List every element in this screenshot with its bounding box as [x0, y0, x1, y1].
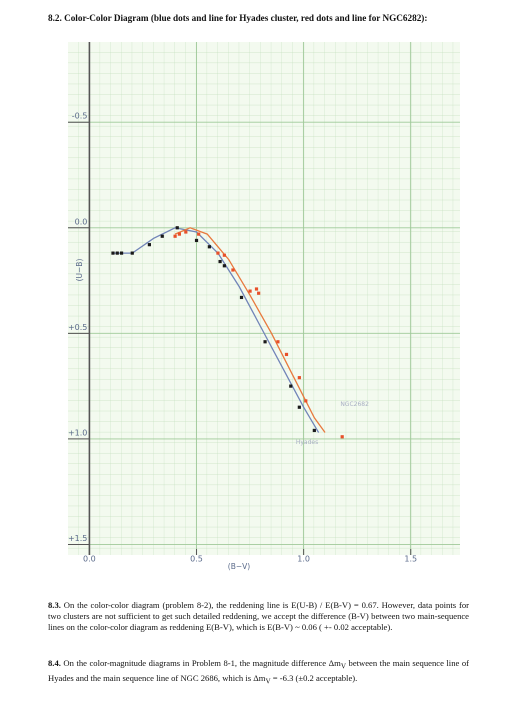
- curve-label: Hyades: [296, 439, 318, 446]
- data-point: [184, 230, 188, 234]
- data-point: [173, 234, 177, 238]
- data-point: [216, 251, 220, 255]
- data-point: [340, 435, 344, 439]
- y-tick-label: +1.5: [68, 534, 87, 543]
- para-text: = -6.3 (±0.2 acceptable).: [270, 672, 358, 683]
- subscript: V: [265, 677, 271, 686]
- para-number: 8.3.: [48, 600, 61, 610]
- data-point: [248, 289, 252, 293]
- x-tick-label: 0.0: [83, 555, 96, 564]
- x-tick-label: 0.5: [190, 555, 203, 564]
- y-tick-label: +0.5: [68, 323, 87, 332]
- paragraph: 8.3. On the color-color diagram (problem…: [48, 600, 469, 633]
- para-text: On the color-color diagram (problem 8-2)…: [48, 600, 469, 632]
- minor-grid: [68, 42, 460, 555]
- y-tick-label: -0.5: [72, 112, 88, 121]
- data-point: [312, 428, 316, 433]
- data-point: [147, 243, 151, 247]
- subscript: V: [340, 662, 346, 671]
- data-point: [284, 352, 289, 357]
- data-point: [194, 238, 199, 243]
- chart: -0.5 0.0 +0.5 +1.0 +1.5 0.0 0.5 1.0 1.5 (B−V) (U−B…: [68, 42, 460, 571]
- data-point: [276, 340, 280, 344]
- y-tick-label: 0.0: [75, 217, 88, 226]
- y-axis-label: (U−B): [75, 259, 84, 282]
- data-point: [239, 295, 244, 300]
- x-tick-label: 1.0: [297, 555, 310, 564]
- heading: 8.2. Color-Color Diagram (blue dots and …: [48, 13, 428, 23]
- curve-label: NGC2682: [340, 401, 369, 408]
- para-number: 8.4.: [48, 658, 61, 668]
- data-point: [297, 376, 301, 380]
- data-point: [231, 268, 235, 272]
- data-point: [111, 251, 115, 255]
- chart-layer: -0.5 0.0 +0.5 +1.0 +1.5 0.0 0.5 1.0 1.5 (B−V) (U−B…: [68, 42, 460, 571]
- data-point: [222, 253, 226, 257]
- x-axis-label: (B−V): [228, 562, 250, 571]
- data-point: [130, 251, 134, 255]
- data-point: [207, 245, 211, 249]
- x-tick-label: 1.5: [404, 555, 417, 564]
- data-point: [115, 251, 119, 255]
- data-point: [304, 399, 308, 403]
- data-point: [257, 291, 261, 295]
- data-point: [177, 232, 181, 236]
- data-point: [263, 340, 267, 344]
- para-text: On the color-magnitude diagrams in Probl…: [60, 658, 341, 668]
- data-point: [175, 226, 179, 230]
- data-point: [218, 259, 222, 264]
- data-point: [289, 384, 293, 388]
- data-point: [254, 287, 259, 291]
- data-point: [197, 232, 201, 236]
- curve: [174, 227, 326, 433]
- data-point: [297, 405, 301, 409]
- data-point: [222, 264, 226, 268]
- data-point: [119, 251, 124, 255]
- para-text: between the main sequence line of Hyades…: [48, 658, 469, 683]
- paragraph: 8.4. On the color-magnitude diagrams in …: [48, 658, 469, 687]
- y-tick-label: +1.0: [68, 428, 87, 437]
- data-point: [160, 234, 164, 238]
